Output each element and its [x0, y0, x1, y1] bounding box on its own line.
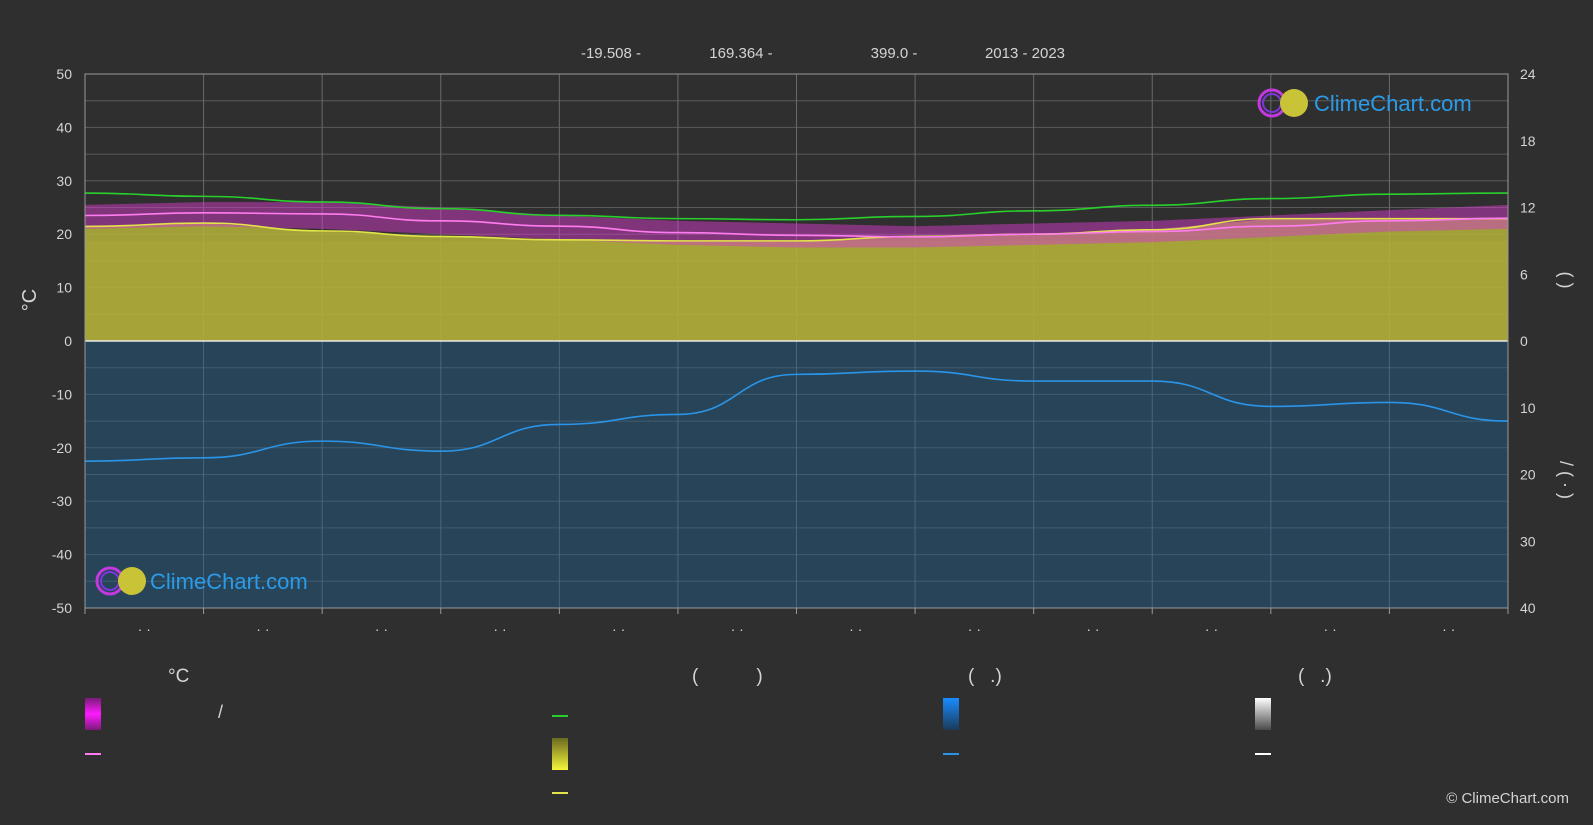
right-top-tick-label: 24 [1520, 66, 1536, 82]
right-top-tick-label: 12 [1520, 200, 1536, 216]
legend-swatch-sunshine-mean [552, 792, 568, 794]
month-tick-label: · · [731, 621, 744, 637]
month-tick-label: · · [138, 621, 151, 637]
left-tick-label: 50 [56, 66, 72, 82]
legend-swatch-snow [1255, 698, 1271, 730]
logo-top: ClimeChart.com [1257, 88, 1472, 118]
left-tick-label: -30 [52, 493, 72, 509]
logo-text: ClimeChart.com [1314, 91, 1472, 116]
right-bottom-tick-label: 40 [1520, 600, 1536, 616]
month-tick-label: · · [256, 621, 269, 637]
left-tick-label: -10 [52, 386, 72, 402]
right-top-tick-label: 18 [1520, 133, 1536, 149]
right-bottom-tick-label: 30 [1520, 533, 1536, 549]
left-axis-unit: °C [19, 289, 41, 311]
month-tick-label: · · [493, 621, 506, 637]
month-tick-label: · · [1324, 621, 1337, 637]
chart-fills [85, 202, 1508, 608]
right-top-tick-label: 6 [1520, 266, 1528, 282]
logo-sun-icon [118, 567, 146, 595]
sunshine-line [84, 217, 1508, 242]
chart-axes: 50 40 30 20 10 0 -10 -20 -30 -40 -50 24 18 12 6 0 10 20 30… [52, 66, 1536, 637]
climate-chart: -19.508 - 169.364 - 399.0 - 2013 - 2023 … [19, 45, 1576, 637]
daylight-line [84, 192, 1509, 221]
logo-bottom: ClimeChart.com [95, 566, 308, 596]
left-tick-label: -20 [52, 440, 72, 456]
month-tick-label: · · [1442, 621, 1455, 637]
right-axis-top-label: ( ) [1556, 272, 1576, 289]
left-tick-label: 20 [56, 226, 72, 242]
left-tick-label: -50 [52, 600, 72, 616]
legend-swatch-temp-range [85, 698, 101, 730]
month-tick-label: · · [1086, 621, 1099, 637]
copyright: © ClimeChart.com [1446, 790, 1569, 807]
header-elevation: 399.0 - [871, 45, 918, 62]
precipitation-area [85, 341, 1508, 608]
header-years: 2013 - 2023 [985, 45, 1065, 62]
legend-header-snow: ( .) [1298, 666, 1332, 687]
month-tick-label: · · [375, 621, 388, 637]
month-tick-label: · · [1205, 621, 1218, 637]
right-bottom-tick-label: 20 [1520, 467, 1536, 483]
header-latitude: -19.508 - [581, 45, 641, 62]
precipitation-line [84, 370, 1509, 462]
legend-swatch-sunshine [552, 738, 568, 770]
chart-series-lines [84, 192, 1509, 462]
legend: °C ( ) ( .) ( .) / [0, 660, 1593, 794]
month-tick-label: · · [612, 621, 625, 637]
legend-swatch-snow-mean [1255, 753, 1271, 755]
right-top-tick-label: 0 [1520, 333, 1528, 349]
left-tick-label: -40 [52, 547, 72, 563]
right-axis-bottom-label: / ( · ) [1556, 461, 1576, 499]
legend-swatch-rain-mean [943, 753, 959, 755]
header-longitude: 169.364 - [709, 45, 772, 62]
temperature-mean-line [84, 212, 1509, 238]
right-bottom-tick-label: 10 [1520, 400, 1536, 416]
legend-header-temperature: °C [168, 666, 190, 687]
logo-text: ClimeChart.com [150, 569, 308, 594]
temperature-range-band [85, 202, 1508, 248]
sunshine-area [85, 218, 1508, 341]
logo-sun-icon [1280, 89, 1308, 117]
left-tick-label: 30 [56, 173, 72, 189]
header-row: -19.508 - 169.364 - 399.0 - 2013 - 2023 [581, 45, 1065, 62]
month-tick-label: · · [968, 621, 981, 637]
month-tick-label: · · [849, 621, 862, 637]
left-tick-label: 40 [56, 119, 72, 135]
left-tick-label: 0 [64, 333, 72, 349]
legend-swatch-temp-mean [85, 753, 101, 755]
legend-swatch-daylight [552, 715, 568, 717]
left-tick-label: 10 [56, 280, 72, 296]
legend-swatch-rain [943, 698, 959, 730]
legend-header-rain: ( .) [968, 666, 1002, 687]
legend-header-sunshine: ( ) [692, 666, 763, 687]
legend-slash-text: / [218, 702, 224, 722]
